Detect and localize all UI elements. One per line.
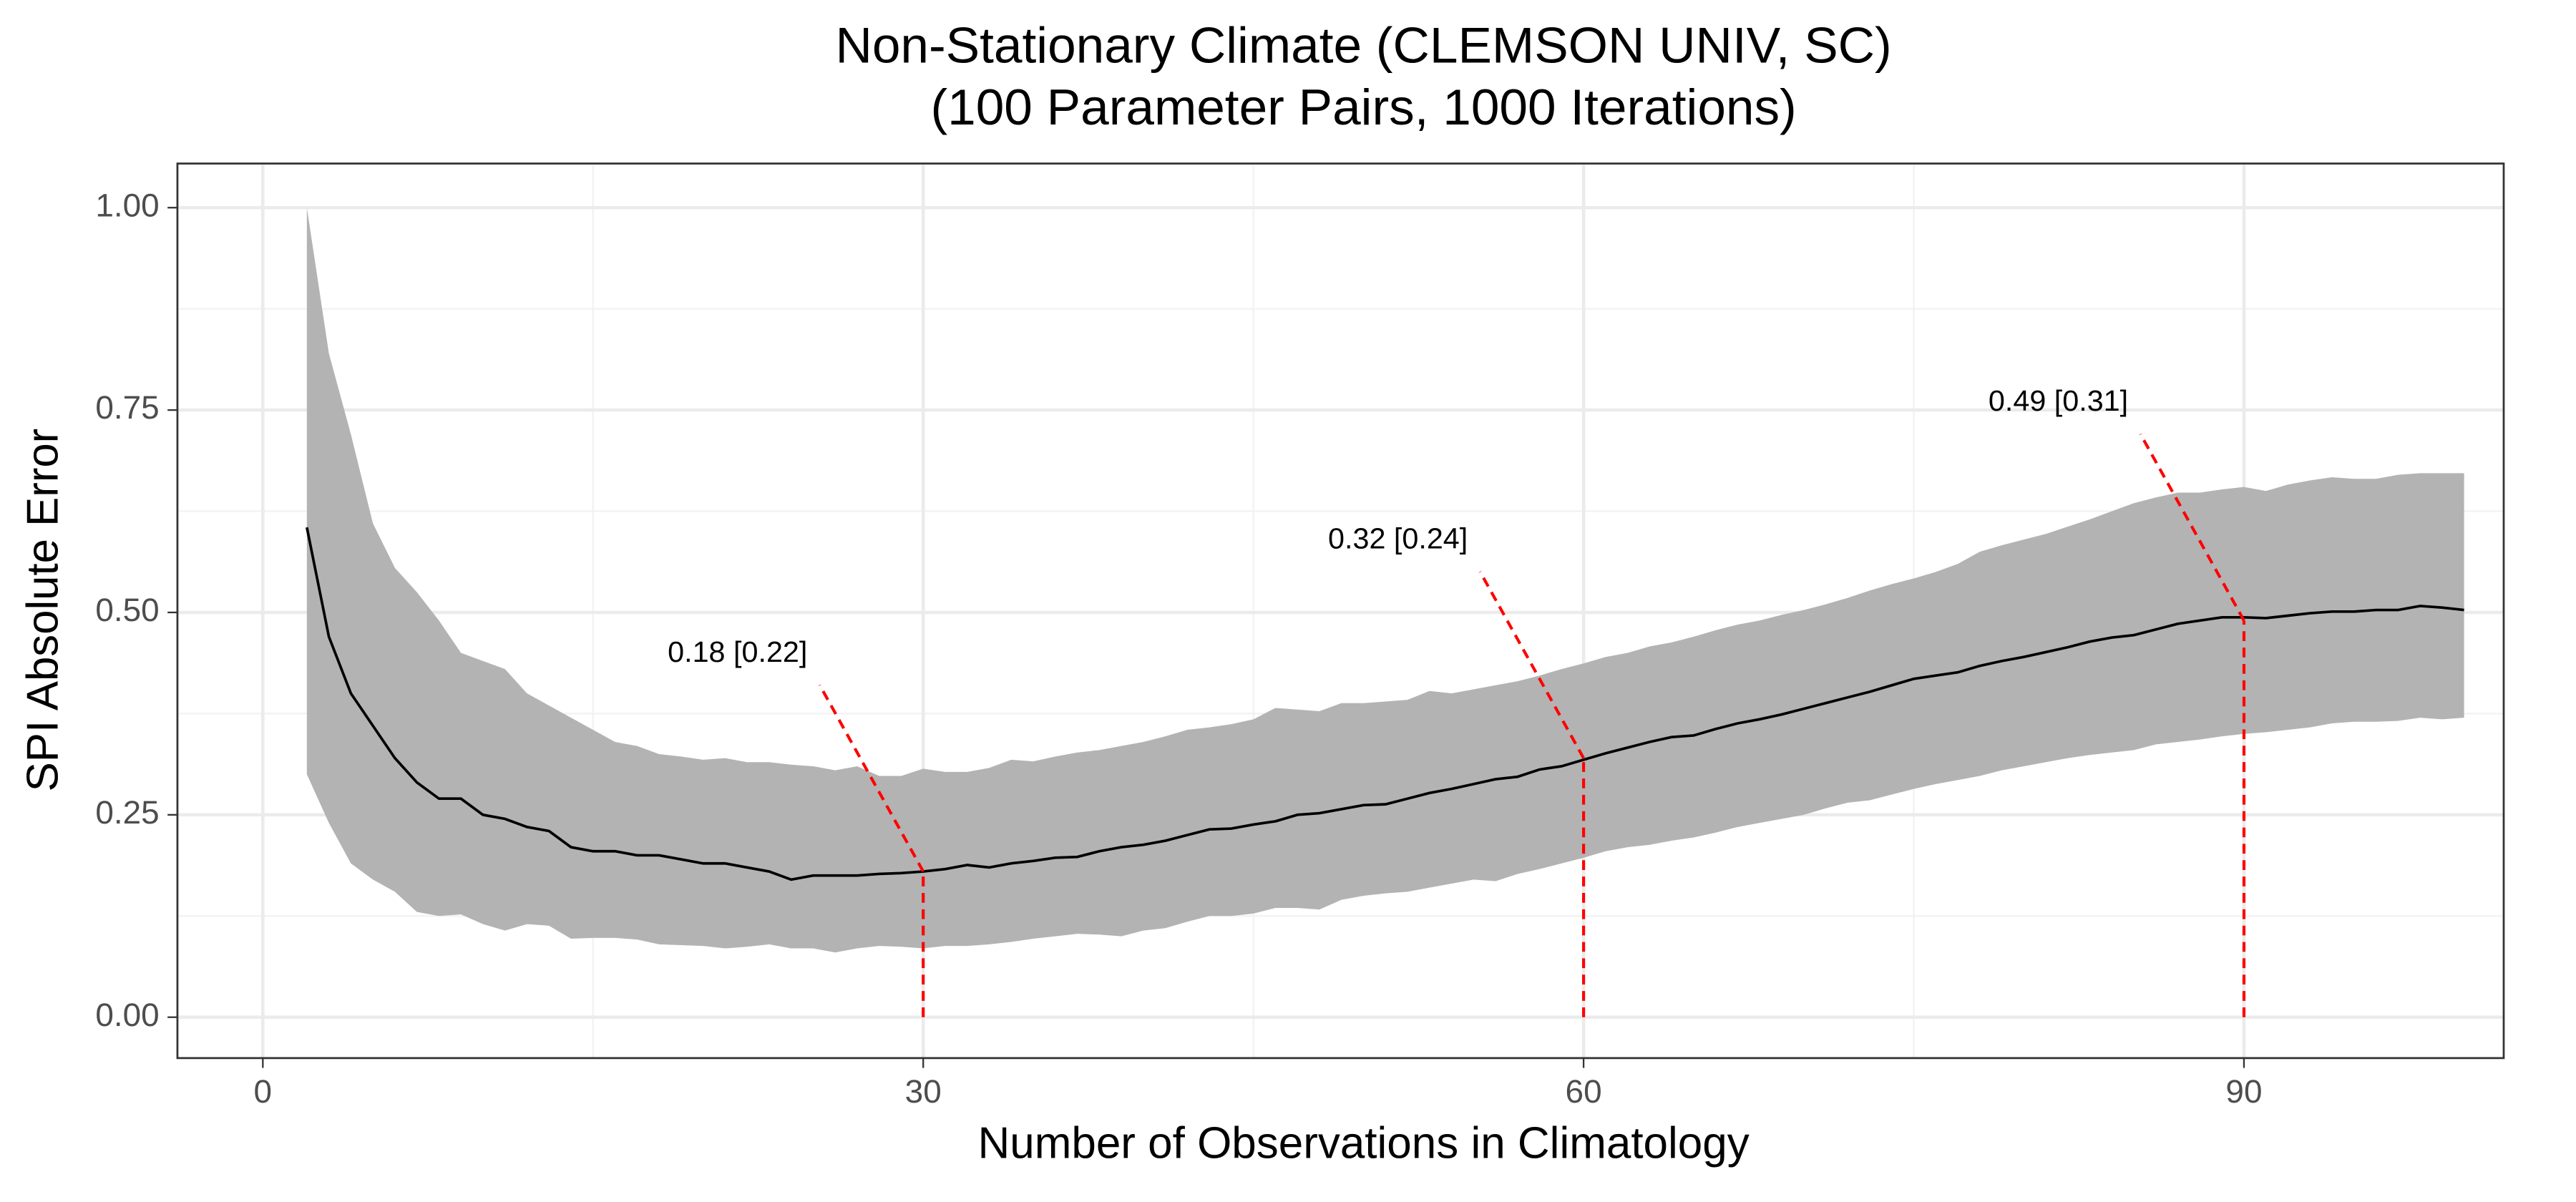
- annotation-label: 0.32 [0.24]: [1328, 522, 1468, 555]
- error-band: [306, 207, 2464, 953]
- y-tick-label: 0.50: [95, 592, 159, 628]
- annotation-leader: [818, 684, 925, 873]
- y-tick-label: 1.00: [95, 187, 159, 223]
- annotation-leader: [2139, 433, 2245, 622]
- y-tick-label: 0.75: [95, 389, 159, 426]
- x-axis-title: Number of Observations in Climatology: [977, 1119, 1749, 1168]
- mean-line: [306, 527, 2464, 881]
- x-tick-label: 90: [2225, 1073, 2262, 1110]
- x-tick-label: 0: [254, 1073, 273, 1110]
- annotation-label: 0.49 [0.31]: [1989, 384, 2128, 417]
- annotation-leader: [1478, 571, 1585, 759]
- y-tick-label: 0.00: [95, 997, 159, 1033]
- annotation-label: 0.18 [0.22]: [668, 635, 807, 668]
- panel-border: [176, 162, 2505, 1060]
- x-tick-label: 30: [905, 1073, 942, 1110]
- x-tick-label: 60: [1566, 1073, 1602, 1110]
- y-axis-title: SPI Absolute Error: [19, 429, 68, 792]
- y-tick-label: 0.25: [95, 794, 159, 831]
- chart-subtitle: (100 Parameter Pairs, 1000 Iterations): [930, 79, 1796, 136]
- chart-title: Non-Stationary Climate (CLEMSON UNIV, SC…: [835, 17, 1891, 74]
